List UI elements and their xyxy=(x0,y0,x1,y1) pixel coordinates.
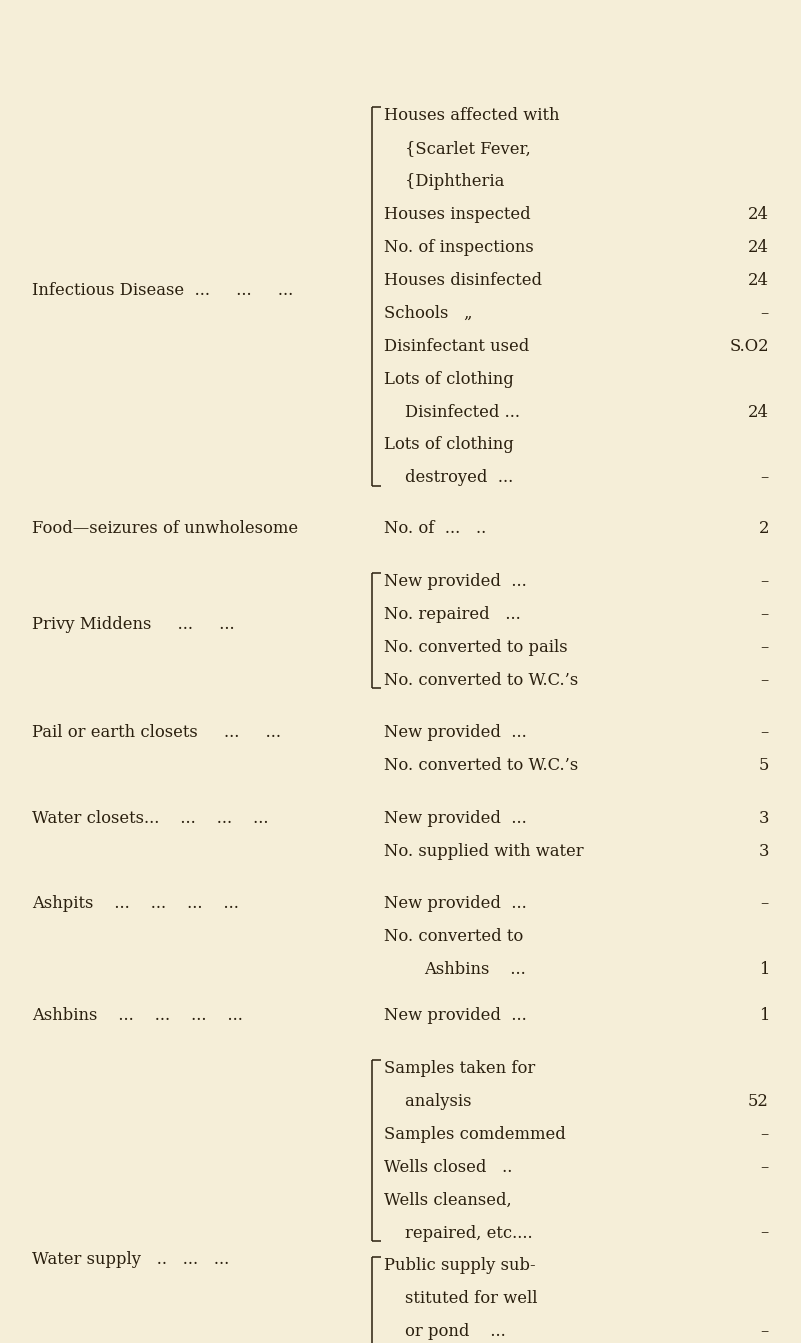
Text: No. converted to W.C.’s: No. converted to W.C.’s xyxy=(384,672,579,689)
Text: Lots of clothing: Lots of clothing xyxy=(384,436,514,454)
Text: New provided  ...: New provided ... xyxy=(384,724,527,741)
Text: Wells cleansed,: Wells cleansed, xyxy=(384,1191,512,1209)
Text: New provided  ...: New provided ... xyxy=(384,1007,527,1025)
Text: Schools   „: Schools „ xyxy=(384,305,473,322)
Text: 3: 3 xyxy=(759,843,769,860)
Text: –: – xyxy=(761,573,769,590)
Text: Ashpits    ...    ...    ...    ...: Ashpits ... ... ... ... xyxy=(32,896,239,912)
Text: No. of inspections: No. of inspections xyxy=(384,239,534,257)
Text: 5: 5 xyxy=(759,757,769,775)
Text: Houses disinfected: Houses disinfected xyxy=(384,271,542,289)
Text: Lots of clothing: Lots of clothing xyxy=(384,371,514,388)
Text: {Diphtheria: {Diphtheria xyxy=(384,173,505,191)
Text: Water supply   ..   ...   ...: Water supply .. ... ... xyxy=(32,1250,229,1268)
Text: –: – xyxy=(761,1225,769,1241)
Text: New provided  ...: New provided ... xyxy=(384,896,527,912)
Text: stituted for well: stituted for well xyxy=(384,1291,538,1307)
Text: Public supply sub-: Public supply sub- xyxy=(384,1257,536,1275)
Text: 52: 52 xyxy=(748,1093,769,1109)
Text: –: – xyxy=(761,1159,769,1175)
Text: or pond    ...: or pond ... xyxy=(384,1323,506,1340)
Text: No. of  ...   ..: No. of ... .. xyxy=(384,520,487,537)
Text: 1: 1 xyxy=(759,1007,769,1025)
Text: –: – xyxy=(761,305,769,322)
Text: 24: 24 xyxy=(748,239,769,257)
Text: analysis: analysis xyxy=(384,1093,472,1109)
Text: repaired, etc....: repaired, etc.... xyxy=(384,1225,533,1241)
Text: No. converted to W.C.’s: No. converted to W.C.’s xyxy=(384,757,579,775)
Text: Houses inspected: Houses inspected xyxy=(384,205,531,223)
Text: No. repaired   ...: No. repaired ... xyxy=(384,606,521,623)
Text: Pail or earth closets     ...     ...: Pail or earth closets ... ... xyxy=(32,724,281,741)
Text: 24: 24 xyxy=(748,271,769,289)
Text: New provided  ...: New provided ... xyxy=(384,573,527,590)
Text: 24: 24 xyxy=(748,205,769,223)
Text: –: – xyxy=(761,606,769,623)
Text: 3: 3 xyxy=(759,810,769,827)
Text: Samples taken for: Samples taken for xyxy=(384,1060,536,1077)
Text: Ashbins    ...    ...    ...    ...: Ashbins ... ... ... ... xyxy=(32,1007,243,1025)
Text: Privy Middens     ...     ...: Privy Middens ... ... xyxy=(32,616,235,633)
Text: –: – xyxy=(761,639,769,655)
Text: Ashbins    ...: Ashbins ... xyxy=(425,962,526,978)
Text: –: – xyxy=(761,724,769,741)
Text: New provided  ...: New provided ... xyxy=(384,810,527,827)
Text: Houses affected with: Houses affected with xyxy=(384,107,560,125)
Text: {Scarlet Fever,: {Scarlet Fever, xyxy=(384,140,531,157)
Text: –: – xyxy=(761,1323,769,1340)
Text: Disinfected ...: Disinfected ... xyxy=(384,403,521,420)
Text: destroyed  ...: destroyed ... xyxy=(384,469,513,486)
Text: Wells closed   ..: Wells closed .. xyxy=(384,1159,513,1175)
Text: No. converted to pails: No. converted to pails xyxy=(384,639,568,655)
Text: 1: 1 xyxy=(759,962,769,978)
Text: –: – xyxy=(761,469,769,486)
Text: No. supplied with water: No. supplied with water xyxy=(384,843,584,860)
Text: 24: 24 xyxy=(748,403,769,420)
Text: No. converted to: No. converted to xyxy=(384,928,524,945)
Text: 2: 2 xyxy=(759,520,769,537)
Text: –: – xyxy=(761,1125,769,1143)
Text: Infectious Disease  ...     ...     ...: Infectious Disease ... ... ... xyxy=(32,282,293,299)
Text: Water closets...    ...    ...    ...: Water closets... ... ... ... xyxy=(32,810,268,827)
Text: –: – xyxy=(761,672,769,689)
Text: –: – xyxy=(761,896,769,912)
Text: Disinfectant used: Disinfectant used xyxy=(384,337,529,355)
Text: Food—seizures of unwholesome: Food—seizures of unwholesome xyxy=(32,520,298,537)
Text: Samples comdemmed: Samples comdemmed xyxy=(384,1125,566,1143)
Text: S.O2: S.O2 xyxy=(730,337,769,355)
